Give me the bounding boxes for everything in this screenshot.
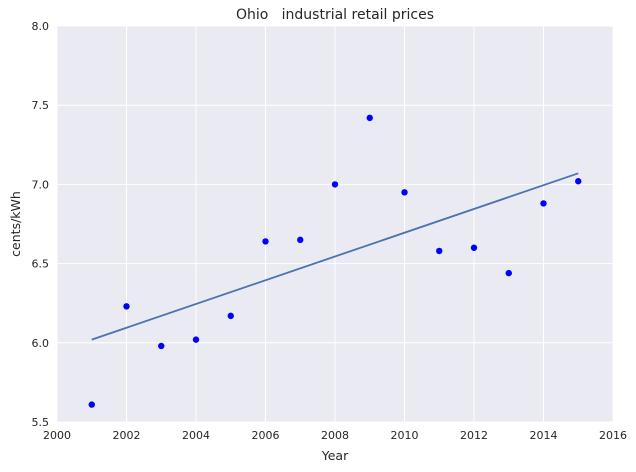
x-tick-label: 2000 [43,429,71,442]
scatter-points [88,114,582,408]
x-tick-label: 2016 [599,429,627,442]
trend-line [91,172,579,341]
chart-title: Ohio industrial retail prices [236,7,434,23]
data-point [88,401,95,408]
y-tick-label: 7.5 [32,99,50,112]
data-point [505,269,512,277]
data-point [575,178,582,185]
y-tick-labels: 5.5 6.0 6.5 7.0 7.5 8.0 [32,20,50,429]
x-axis-label: Year [321,448,349,463]
data-point [227,312,234,320]
data-point [470,244,478,251]
x-tick-label: 2008 [321,429,349,442]
y-axis-label: cents/kWh [8,191,23,257]
y-tick-label: 5.5 [32,416,50,429]
x-tick-label: 2012 [460,429,488,442]
data-point [158,342,165,350]
x-tick-label: 2002 [113,429,141,442]
y-tick-label: 7.0 [32,178,50,191]
data-point [192,336,200,343]
x-tick-label: 2006 [252,429,280,442]
data-point [401,189,408,196]
gridlines [56,25,614,423]
data-point [331,181,339,188]
x-tick-label: 2010 [391,429,419,442]
data-point [297,236,304,244]
data-point [123,303,130,310]
x-tick-label: 2004 [182,429,210,442]
y-tick-label: 6.5 [32,258,50,271]
data-point [366,114,373,122]
data-point [540,200,547,207]
trend-lines [91,172,579,341]
data-point [436,247,443,255]
y-tick-label: 8.0 [32,20,50,33]
x-tick-label: 2014 [530,429,558,442]
data-point [262,238,269,245]
y-tick-label: 6.0 [32,337,50,350]
x-tick-labels: 2000 2002 2004 2006 2008 2010 2012 2014 2016 [43,429,627,442]
